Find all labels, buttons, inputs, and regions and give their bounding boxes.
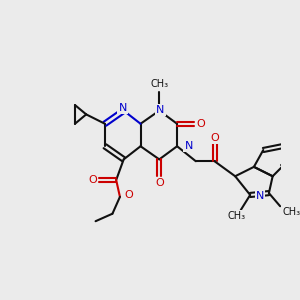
Text: CH₃: CH₃ — [283, 207, 300, 217]
Text: O: O — [124, 190, 134, 200]
Text: N: N — [256, 191, 264, 201]
Text: N: N — [184, 141, 193, 151]
Text: N: N — [156, 105, 164, 115]
Text: O: O — [196, 119, 205, 129]
Text: O: O — [88, 175, 97, 185]
Text: CH₃: CH₃ — [227, 211, 245, 220]
Text: O: O — [155, 178, 164, 188]
Text: CH₃: CH₃ — [150, 80, 168, 89]
Text: N: N — [118, 103, 127, 113]
Text: O: O — [210, 133, 219, 143]
